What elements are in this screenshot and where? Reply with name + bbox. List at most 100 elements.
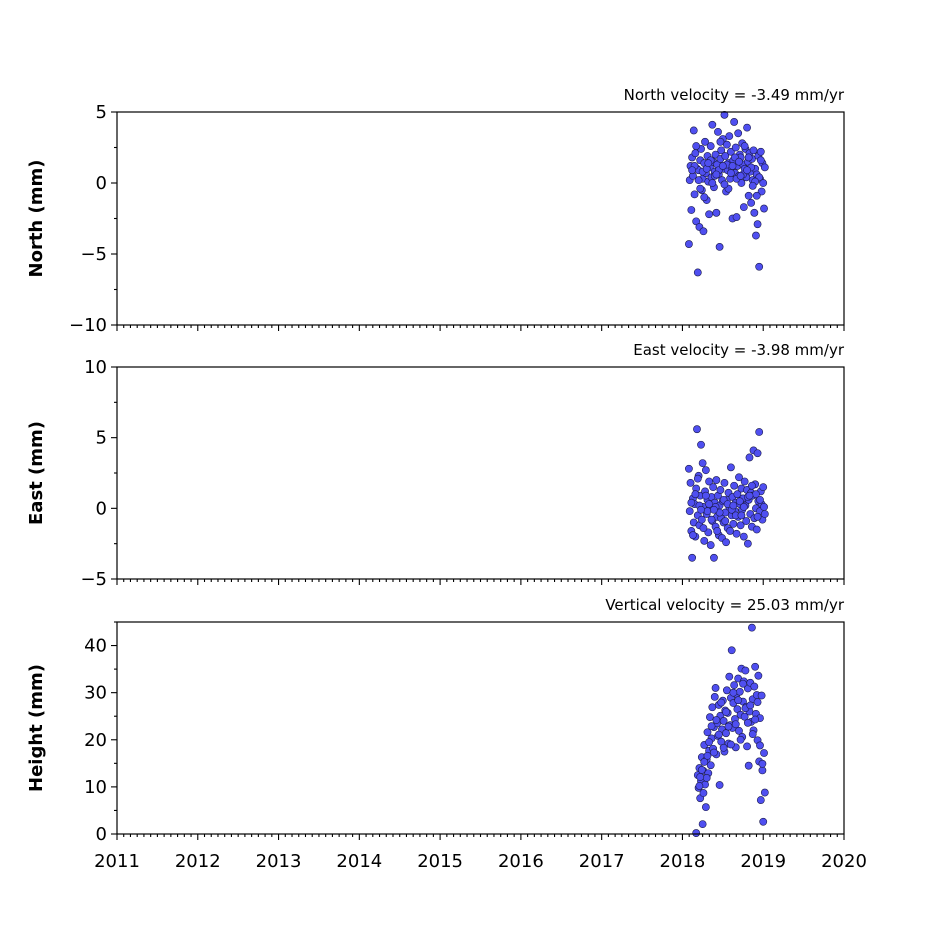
height-data-point <box>708 703 717 712</box>
east-data-point <box>742 517 751 525</box>
east-y-tick-label: 10 <box>84 357 107 378</box>
north-data-point <box>720 180 729 189</box>
north-data-point <box>727 147 735 156</box>
north-data-point <box>735 157 743 166</box>
north-data-point <box>752 231 760 240</box>
height-data-point <box>758 759 767 768</box>
north-data-point <box>722 140 731 149</box>
height-data-point <box>692 829 701 837</box>
height-data-point <box>707 722 716 731</box>
east-data-point <box>739 503 748 511</box>
height-data-point <box>741 666 750 675</box>
north-data-point <box>699 227 708 236</box>
east-data-point <box>688 553 697 562</box>
height-data-point <box>711 684 720 692</box>
east-data-point <box>693 474 702 483</box>
east-data-point <box>735 497 744 506</box>
east-axis-label: East (mm) <box>26 421 47 525</box>
height-data-point <box>751 715 760 724</box>
height-plot-frame <box>116 621 845 835</box>
height-data-point <box>706 761 715 770</box>
north-data-point <box>755 262 764 271</box>
north-data-point <box>732 213 741 221</box>
north-data-point <box>731 143 740 152</box>
height-data-point <box>734 696 743 705</box>
east-data-point <box>685 464 693 473</box>
north-data-point <box>752 191 761 200</box>
height-data-point <box>727 740 735 749</box>
height-data-point <box>743 718 752 727</box>
north-data-point <box>712 170 721 179</box>
height-data-point <box>729 688 738 697</box>
north-data-point <box>744 191 753 200</box>
height-y-tick-label: 40 <box>84 636 107 657</box>
north-data-point <box>750 208 759 217</box>
east-data-point <box>737 511 746 520</box>
north-axis-label: North (mm) <box>26 160 47 278</box>
east-data-point <box>701 466 710 475</box>
east-data-point <box>709 483 718 492</box>
height-data-point <box>710 748 718 757</box>
north-data-point <box>716 137 725 146</box>
east-data-point <box>698 459 707 468</box>
east-y-tick-label: −5 <box>80 569 107 590</box>
north-data-point <box>696 184 705 193</box>
east-data-point <box>729 501 738 510</box>
east-data-point <box>755 428 764 436</box>
height-data-point <box>722 686 731 695</box>
height-data-point <box>760 749 768 757</box>
height-y-tick-label: 30 <box>84 683 107 704</box>
height-data-point <box>724 722 733 731</box>
east-data-point <box>729 519 738 528</box>
height-data-point <box>748 730 757 739</box>
height-data-point <box>722 729 730 738</box>
east-data-point <box>756 495 764 504</box>
height-data-point <box>699 789 708 797</box>
height-data-point <box>725 672 734 681</box>
height-data-point <box>696 773 705 781</box>
east-data-point <box>736 521 745 530</box>
north-data-point <box>730 118 739 126</box>
height-data-point <box>719 743 728 752</box>
height-data-point <box>754 671 763 680</box>
x-tick-label: 2013 <box>256 851 302 872</box>
x-tick-label: 2014 <box>336 851 382 872</box>
north-data-point <box>715 242 724 251</box>
north-data-point <box>720 110 729 119</box>
height-data-point <box>739 679 747 688</box>
north-data-point <box>749 146 758 155</box>
north-data-point <box>694 176 703 185</box>
north-data-point <box>744 153 753 162</box>
north-data-point <box>688 166 697 175</box>
east-data-point <box>726 527 735 535</box>
height-data-point <box>756 796 765 804</box>
north-data-point <box>760 163 769 172</box>
height-data-point <box>700 758 709 766</box>
height-data-point <box>748 623 756 632</box>
east-data-point <box>745 491 754 500</box>
north-data-point <box>760 204 768 213</box>
north-data-point <box>685 240 693 248</box>
height-data-point <box>735 726 743 735</box>
north-y-tick-label: −10 <box>69 315 107 336</box>
north-data-point <box>728 162 737 170</box>
height-data-point <box>703 751 712 760</box>
north-data-point <box>689 126 698 135</box>
east-data-point <box>697 515 706 524</box>
east-data-point <box>710 505 718 514</box>
east-data-point <box>713 527 722 535</box>
north-plot-frame <box>116 111 845 326</box>
north-data-point <box>706 142 715 150</box>
x-tick-label: 2020 <box>821 851 867 872</box>
east-data-point <box>707 515 716 524</box>
east-data-point <box>710 553 718 562</box>
east-data-point <box>759 483 768 492</box>
height-data-point <box>753 698 762 706</box>
north-data-point <box>736 171 745 180</box>
north-data-point <box>739 203 748 212</box>
height-data-point <box>751 662 760 671</box>
north-data-point <box>700 193 709 202</box>
height-data-point <box>731 720 740 729</box>
height-data-point <box>744 761 753 770</box>
height-data-point <box>717 698 726 707</box>
